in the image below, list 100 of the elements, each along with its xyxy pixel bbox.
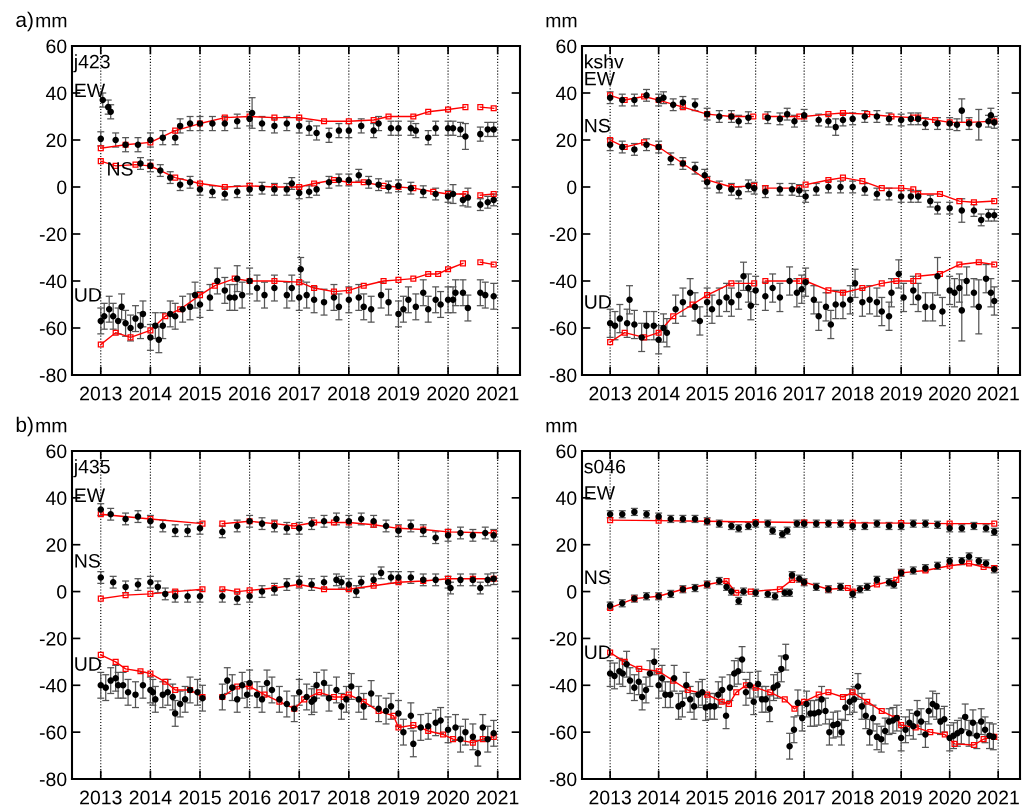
point [395, 276, 402, 283]
point [159, 134, 167, 141]
point [395, 724, 402, 731]
point [172, 174, 179, 181]
point [425, 108, 432, 115]
chart-title: kshv [585, 54, 624, 69]
point [655, 329, 662, 336]
point [283, 581, 291, 588]
point [97, 158, 104, 165]
point [330, 288, 338, 295]
series-label: EW [75, 83, 106, 98]
point [325, 179, 333, 186]
point [171, 593, 179, 600]
point [859, 178, 866, 185]
x-tick-label: 2015 [179, 386, 221, 401]
series-label: NS [75, 553, 100, 568]
point [112, 136, 119, 144]
x-tick-label: 2017 [783, 386, 825, 401]
point [147, 327, 154, 334]
y-tick-label: -80 [39, 772, 67, 787]
point [283, 120, 291, 127]
point [166, 174, 174, 181]
point [184, 527, 191, 534]
point [776, 586, 783, 593]
point [445, 266, 452, 273]
point [219, 593, 226, 600]
x-tick-label: 2016 [228, 790, 271, 805]
y-axis-title: mm [36, 421, 67, 433]
point [176, 181, 184, 188]
point [196, 292, 204, 299]
series-label: UD [75, 657, 101, 671]
point [97, 341, 104, 348]
y-tick-label: -80 [549, 772, 577, 787]
y-tick-label: 0 [567, 180, 577, 195]
point [291, 522, 298, 530]
point [330, 519, 338, 526]
point [424, 134, 432, 141]
point [878, 280, 885, 287]
x-tick-label: 2014 [129, 790, 172, 805]
x-tick-label: 2016 [228, 386, 271, 401]
point [762, 277, 769, 285]
point [209, 120, 216, 127]
point [370, 127, 377, 134]
point [330, 176, 338, 184]
y-tick-label: -80 [39, 368, 67, 383]
point [607, 517, 614, 524]
y-tick-label: 40 [45, 491, 67, 506]
point [385, 113, 392, 120]
point [221, 183, 228, 191]
series-label: EW [75, 488, 106, 502]
point [490, 105, 497, 112]
point [375, 181, 382, 188]
point [670, 313, 677, 320]
y-axis-title: mm [546, 421, 577, 433]
point [449, 190, 457, 198]
point [357, 122, 365, 130]
point [410, 275, 417, 282]
point [147, 590, 154, 597]
point [975, 121, 983, 128]
point [271, 122, 278, 130]
point [970, 741, 977, 749]
point [745, 114, 752, 121]
point [425, 727, 432, 735]
point [162, 313, 169, 320]
point [97, 145, 104, 152]
point [171, 527, 179, 534]
x-tick-label: 2013 [80, 790, 122, 805]
x-tick-label: 2017 [783, 790, 825, 805]
y-tick-label: -60 [39, 725, 67, 740]
point [934, 120, 941, 127]
x-tick-label: 2019 [880, 386, 922, 401]
point [313, 129, 320, 137]
x-tick-label: 2015 [686, 386, 728, 401]
point [849, 689, 856, 696]
point [825, 176, 832, 184]
point [360, 282, 367, 289]
series-label: EW [585, 486, 616, 500]
y-tick-label: -20 [549, 631, 577, 646]
point [233, 595, 241, 602]
y-tick-label: -40 [549, 274, 577, 289]
point [825, 287, 832, 294]
point [750, 113, 757, 120]
x-tick-label: 2013 [589, 790, 631, 805]
point [211, 282, 218, 289]
point [477, 259, 484, 266]
point [97, 506, 105, 513]
x-tick-label: 2013 [80, 386, 122, 401]
y-tick-label: -60 [549, 725, 577, 740]
point [956, 198, 963, 205]
point [440, 731, 447, 738]
point [107, 108, 114, 116]
point [248, 109, 256, 117]
point [99, 96, 107, 104]
point [395, 124, 402, 132]
point [261, 691, 268, 698]
point [893, 576, 900, 583]
point [387, 124, 395, 132]
point [410, 113, 417, 120]
x-tick-label: 2021 [477, 790, 519, 805]
point [271, 114, 278, 121]
